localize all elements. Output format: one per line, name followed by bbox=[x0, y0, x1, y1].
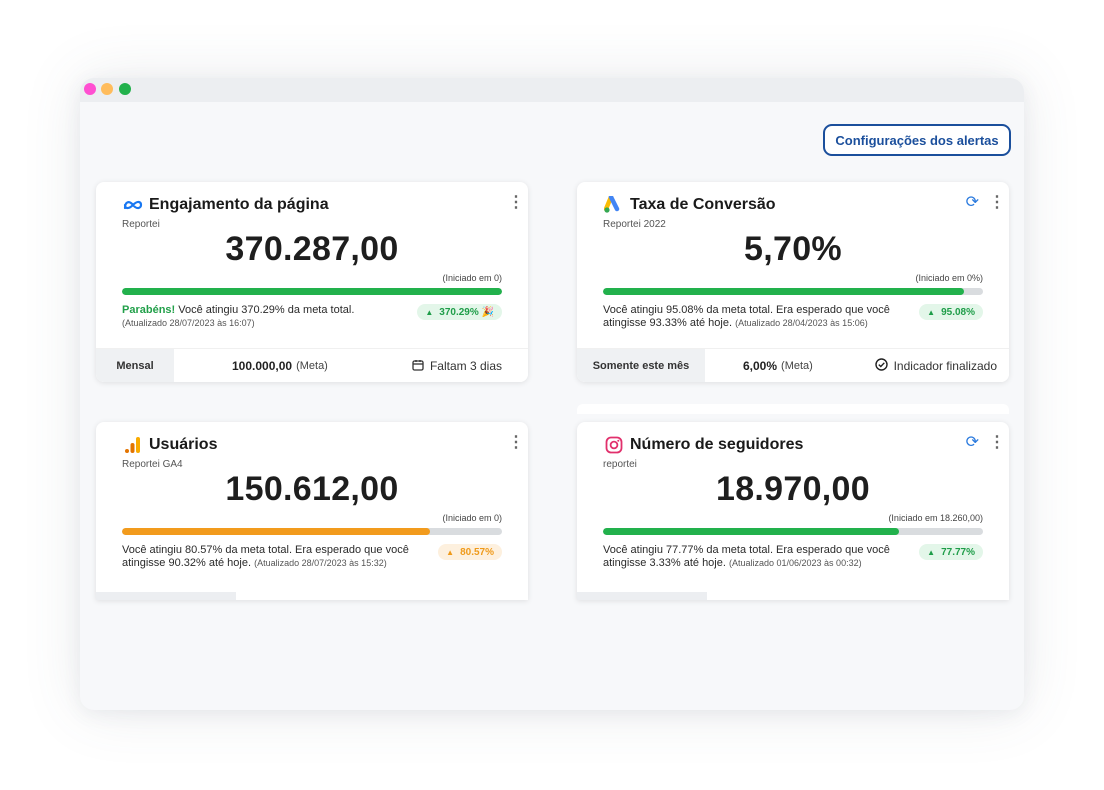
goal-card-users: Usuários Reportei GA4 ⋮ 150.612,00 (Inic… bbox=[96, 422, 528, 600]
period-label: Mensal bbox=[96, 349, 174, 382]
goal-value: 100.000,00 bbox=[232, 359, 293, 373]
goal-status: Indicador finalizado bbox=[874, 349, 997, 382]
goal-message: Parabéns! Você atingiu 370.29% da meta t… bbox=[122, 304, 412, 330]
updated-at: (Atualizado 28/04/2023 às 15:06) bbox=[735, 318, 868, 328]
goal-suffix: (Meta) bbox=[296, 360, 328, 372]
card-source: Reportei GA4 bbox=[122, 459, 183, 470]
up-triangle-icon: ▲ bbox=[446, 547, 455, 557]
goal-message: Você atingiu 77.77% da meta total. Era e… bbox=[603, 544, 893, 570]
goal-target: 100.000,00 (Meta) bbox=[232, 349, 328, 382]
progress-bar bbox=[603, 528, 983, 535]
status-text: Faltam 3 dias bbox=[429, 359, 502, 373]
updated-at: (Atualizado 01/06/2023 às 00:32) bbox=[728, 558, 862, 568]
badge-text: 80.57% bbox=[460, 546, 494, 558]
goal-card-engagement: Engajamento da página Reportei ⋮ 370.287… bbox=[96, 182, 528, 382]
card-title-text: Número de seguidores bbox=[630, 436, 804, 453]
goal-card-conversion: Taxa de Conversão Reportei 2022 ⟳ ⋮ 5,70… bbox=[577, 182, 1009, 382]
browser-window: Configurações dos alertas Engajamento da… bbox=[80, 78, 1024, 710]
goal-message-text: Você atingiu 95.08% da meta total. Era e… bbox=[603, 304, 890, 329]
percent-badge: ▲ 80.57% bbox=[438, 544, 502, 560]
progress-bar bbox=[603, 288, 983, 295]
goal-message: Você atingiu 95.08% da meta total. Era e… bbox=[603, 304, 893, 330]
alerts-settings-button[interactable]: Configurações dos alertas bbox=[823, 124, 1011, 156]
card-title: Engajamento da página bbox=[122, 194, 329, 216]
card-title: Usuários bbox=[122, 434, 217, 456]
started-at: (Iniciado em 0) bbox=[442, 273, 502, 283]
goal-message: Você atingiu 80.57% da meta total. Era e… bbox=[122, 544, 412, 570]
progress-fill bbox=[603, 528, 900, 535]
minimize-window-dot[interactable] bbox=[101, 83, 113, 95]
congrats-text: Parabéns! bbox=[122, 304, 176, 316]
card-title-text: Taxa de Conversão bbox=[630, 196, 776, 213]
more-options-icon[interactable]: ⋮ bbox=[989, 194, 1005, 211]
goal-target: 6,00% (Meta) bbox=[743, 349, 813, 382]
card-source: Reportei 2022 bbox=[603, 219, 666, 230]
badge-text: 95.08% bbox=[941, 306, 975, 318]
badge-text: 370.29% 🎉 bbox=[439, 306, 494, 318]
card-title: Taxa de Conversão bbox=[603, 194, 776, 216]
google-ads-icon bbox=[603, 194, 625, 216]
close-window-dot[interactable] bbox=[84, 83, 96, 95]
more-options-icon[interactable]: ⋮ bbox=[508, 194, 524, 211]
maximize-window-dot[interactable] bbox=[119, 83, 131, 95]
metric-value: 150.612,00 bbox=[225, 470, 399, 508]
more-options-icon[interactable]: ⋮ bbox=[508, 434, 524, 451]
status-text: Indicador finalizado bbox=[893, 359, 997, 373]
window-titlebar bbox=[80, 78, 1024, 102]
metric-value: 18.970,00 bbox=[716, 470, 870, 508]
check-circle-icon bbox=[874, 358, 888, 374]
card-title-text: Usuários bbox=[149, 436, 218, 453]
card-source: Reportei bbox=[122, 219, 160, 230]
progress-bar bbox=[122, 528, 502, 535]
metric-value: 5,70% bbox=[744, 230, 842, 268]
percent-badge: ▲ 370.29% 🎉 bbox=[417, 304, 502, 320]
percent-badge: ▲ 77.77% bbox=[919, 544, 983, 560]
progress-bar bbox=[122, 288, 502, 295]
meta-icon bbox=[122, 194, 144, 216]
up-triangle-icon: ▲ bbox=[927, 307, 936, 317]
more-options-icon[interactable]: ⋮ bbox=[989, 434, 1005, 451]
goal-card-followers: Número de seguidores reportei ⟳ ⋮ 18.970… bbox=[577, 422, 1009, 600]
refresh-icon[interactable]: ⟳ bbox=[965, 194, 979, 211]
badge-text: 77.77% bbox=[941, 546, 975, 558]
updated-at: (Atualizado 28/07/2023 às 15:32) bbox=[254, 558, 387, 568]
calendar-icon bbox=[412, 359, 424, 374]
progress-fill bbox=[122, 288, 502, 295]
period-label: Somente este mês bbox=[577, 349, 705, 382]
card-source: reportei bbox=[603, 459, 637, 470]
metric-value: 370.287,00 bbox=[225, 230, 399, 268]
percent-badge: ▲ 95.08% bbox=[919, 304, 983, 320]
footer-stub bbox=[96, 592, 236, 600]
google-analytics-icon bbox=[122, 434, 144, 456]
goal-value: 6,00% bbox=[743, 359, 778, 373]
refresh-icon[interactable]: ⟳ bbox=[965, 434, 979, 451]
up-triangle-icon: ▲ bbox=[425, 307, 434, 317]
card-separator bbox=[577, 404, 1009, 414]
goal-message-text: Você atingiu 77.77% da meta total. Era e… bbox=[603, 544, 890, 569]
card-footer: Mensal 100.000,00 (Meta) Faltam 3 dias bbox=[96, 348, 528, 382]
progress-fill bbox=[603, 288, 964, 295]
goal-message-text: Você atingiu 80.57% da meta total. Era e… bbox=[122, 544, 409, 569]
progress-fill bbox=[122, 528, 430, 535]
goal-suffix: (Meta) bbox=[781, 360, 813, 372]
up-triangle-icon: ▲ bbox=[927, 547, 936, 557]
started-at: (Iniciado em 0) bbox=[442, 513, 502, 523]
footer-stub bbox=[577, 592, 707, 600]
goal-message-text: Você atingiu 370.29% da meta total. bbox=[175, 304, 355, 316]
started-at: (Iniciado em 0%) bbox=[915, 273, 983, 283]
goal-status: Faltam 3 dias bbox=[412, 349, 502, 382]
instagram-icon bbox=[603, 434, 625, 456]
card-footer: Somente este mês 6,00% (Meta) Indicador f… bbox=[577, 348, 1009, 382]
started-at: (Iniciado em 18.260,00) bbox=[888, 513, 983, 523]
card-title-text: Engajamento da página bbox=[149, 196, 329, 213]
card-title: Número de seguidores bbox=[603, 434, 803, 456]
updated-at: (Atualizado 28/07/2023 às 16:07) bbox=[122, 318, 255, 328]
